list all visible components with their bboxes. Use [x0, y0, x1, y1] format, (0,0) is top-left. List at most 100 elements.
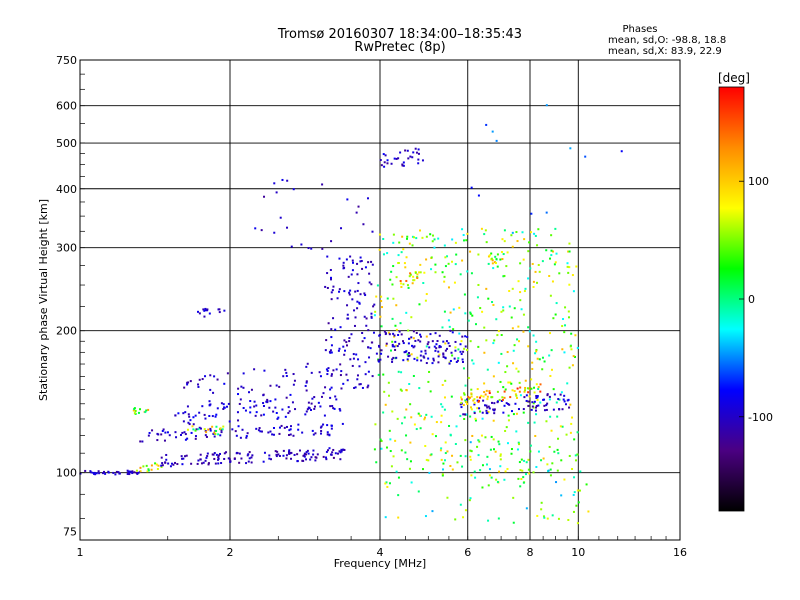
data-point — [481, 417, 484, 420]
data-point — [342, 382, 345, 385]
data-point — [460, 353, 463, 356]
data-point — [407, 286, 410, 289]
data-point — [528, 472, 531, 475]
data-point — [479, 469, 482, 472]
data-point — [532, 280, 535, 283]
data-point — [427, 357, 430, 360]
data-point — [454, 263, 457, 266]
data-point — [498, 470, 501, 473]
data-point — [347, 317, 350, 320]
data-point — [536, 395, 539, 398]
x-tick-label: 4 — [377, 546, 384, 559]
data-point — [413, 236, 416, 239]
data-point — [407, 342, 410, 345]
data-point — [545, 408, 548, 411]
data-point — [484, 393, 487, 396]
data-point — [473, 412, 476, 415]
data-point — [389, 278, 392, 281]
grid-lines — [80, 60, 680, 540]
x-tick-label: 2 — [227, 546, 234, 559]
data-point — [533, 232, 536, 235]
data-point — [412, 346, 415, 349]
data-point — [389, 349, 392, 352]
data-point — [408, 467, 411, 470]
data-point — [469, 406, 472, 409]
data-point — [388, 333, 391, 336]
data-point — [391, 317, 394, 320]
data-point — [457, 357, 460, 360]
data-point — [189, 380, 192, 383]
data-point — [427, 341, 430, 344]
data-point — [277, 453, 280, 456]
data-point — [222, 425, 225, 428]
data-point — [284, 368, 287, 371]
data-point — [511, 287, 514, 290]
data-point — [324, 285, 327, 288]
data-point — [522, 481, 525, 484]
data-point — [241, 428, 244, 431]
data-point — [328, 350, 331, 353]
data-point — [331, 404, 334, 407]
data-point — [433, 246, 436, 249]
data-point — [550, 234, 553, 237]
data-point — [399, 322, 402, 325]
data-point — [553, 263, 556, 266]
data-point — [379, 438, 382, 441]
data-point — [384, 154, 387, 157]
chart-title: Tromsø 20160307 18:34:00–18:35:43 — [277, 27, 523, 42]
data-point — [343, 290, 346, 293]
data-point — [352, 261, 355, 264]
data-point — [435, 343, 438, 346]
data-point — [339, 451, 342, 454]
data-point — [546, 394, 549, 397]
data-point — [354, 316, 357, 319]
data-point — [525, 394, 528, 397]
data-point — [356, 378, 359, 381]
data-point — [419, 354, 422, 357]
data-point — [480, 434, 483, 437]
data-point — [406, 237, 409, 240]
data-point — [500, 310, 503, 313]
data-point — [318, 371, 321, 374]
data-point — [183, 431, 186, 434]
data-point — [501, 258, 504, 261]
data-point — [459, 414, 462, 417]
y-tick-label: 600 — [56, 100, 77, 113]
data-point — [307, 401, 310, 404]
data-point — [204, 307, 207, 310]
data-point — [563, 331, 566, 334]
data-point — [213, 435, 216, 438]
data-point — [329, 405, 332, 408]
data-point — [470, 388, 473, 391]
data-point — [338, 408, 341, 411]
data-point — [145, 409, 148, 412]
data-point — [194, 437, 197, 440]
data-point — [419, 229, 422, 232]
data-point — [319, 405, 322, 408]
data-point — [219, 452, 222, 455]
data-point — [346, 344, 349, 347]
data-point — [308, 407, 311, 410]
data-point — [449, 359, 452, 362]
data-point — [346, 379, 349, 382]
data-point — [551, 462, 554, 465]
data-point — [464, 399, 467, 402]
data-point — [208, 312, 211, 315]
data-point — [564, 324, 567, 327]
data-point — [538, 358, 541, 361]
data-point — [148, 431, 151, 434]
data-point — [401, 163, 404, 166]
data-point — [392, 265, 395, 268]
colorbar-tick-label: -100 — [748, 411, 773, 424]
data-point — [278, 454, 281, 457]
data-point — [466, 232, 469, 235]
data-point — [515, 367, 518, 370]
data-point — [471, 434, 474, 437]
data-point — [464, 509, 467, 512]
data-point — [506, 442, 509, 445]
data-point — [398, 342, 401, 345]
data-point — [289, 428, 292, 431]
data-point — [353, 386, 356, 389]
data-point — [440, 403, 443, 406]
data-point — [485, 463, 488, 466]
